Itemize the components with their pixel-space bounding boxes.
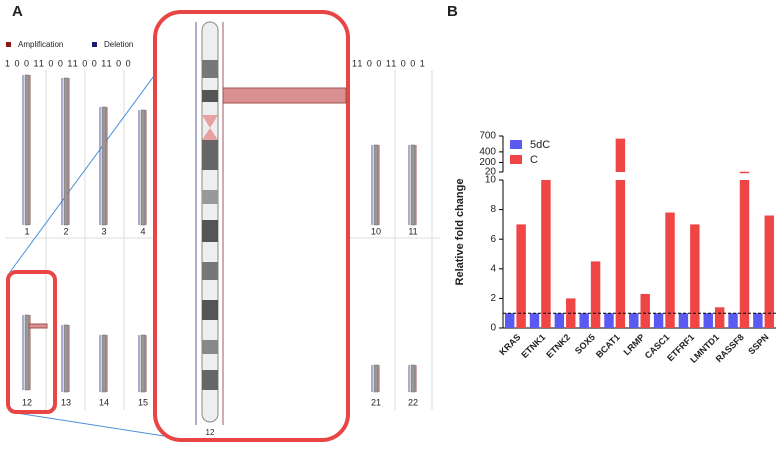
chromosome-label: 13 [61, 397, 71, 407]
bar-upper [739, 171, 750, 174]
bar [554, 313, 565, 328]
y-tick-label: 2 [490, 293, 496, 304]
chromosome [410, 144, 416, 226]
y-tick-label: 8 [490, 204, 496, 215]
bar-upper [615, 138, 626, 172]
chromosome [63, 77, 69, 226]
bar [529, 313, 540, 328]
chromosome-label: 14 [99, 397, 109, 407]
chromosome-label: 3 [101, 226, 106, 236]
legend-swatch [510, 155, 522, 164]
chromosome-label: 12 [22, 397, 32, 407]
chromosome-label: 10 [371, 226, 381, 236]
chromosome [373, 364, 379, 393]
chromosome [373, 144, 379, 226]
legend-swatch [92, 42, 97, 47]
bar [640, 293, 650, 328]
legend-label: C [530, 154, 538, 166]
bar [678, 313, 689, 328]
y-tick-label: 700 [479, 131, 496, 142]
chromosome [140, 109, 146, 226]
bar [714, 307, 725, 328]
bar [541, 180, 551, 328]
y-tick-label: 4 [490, 263, 496, 274]
y-axis-title: Relative fold change [454, 179, 466, 286]
bar [728, 313, 738, 328]
chromosome-label: 21 [371, 397, 381, 407]
chromosome [24, 74, 30, 226]
bar [739, 180, 750, 328]
chromosome-label: 11 [408, 226, 417, 236]
chromosome-label: 1 [24, 226, 29, 236]
y-tick-label: 0 [490, 323, 496, 334]
bar [753, 313, 763, 328]
grid-frame [5, 70, 440, 410]
legend-swatch [6, 42, 11, 47]
bar [615, 180, 626, 328]
chromosome [140, 334, 146, 393]
panel-label: B [447, 3, 458, 20]
chromosome [410, 364, 416, 393]
zoom-line [9, 411, 191, 441]
chromosome-label: 12 [206, 428, 215, 437]
bar [590, 261, 601, 328]
bar [579, 313, 589, 328]
scale-labels: 11 0 0 11 0 0 1 [352, 58, 426, 68]
panel-label: A [12, 3, 23, 20]
bar [504, 313, 515, 328]
y-tick-label: 200 [479, 157, 496, 168]
chromosome-label: 22 [408, 397, 418, 407]
zoom-chromosome [195, 21, 347, 425]
amplification [28, 323, 48, 329]
legend-label: Amplification [18, 40, 63, 49]
x-tick-label: BCAT1 [594, 332, 622, 360]
chromosome-label: 4 [140, 226, 145, 236]
zoom-box [153, 10, 350, 442]
chromosome [24, 314, 30, 391]
chromosome-label: 2 [63, 226, 68, 236]
chromosome [63, 324, 69, 393]
highlight-box [6, 270, 57, 414]
x-tick-label: ETNK1 [519, 332, 547, 360]
legend-swatch [510, 140, 522, 149]
chromosome-label: 15 [138, 397, 148, 407]
chromosome [101, 334, 107, 393]
y-tick-label: 400 [479, 147, 496, 158]
bar [604, 313, 614, 328]
bar [764, 215, 775, 328]
legend-label: 5dC [530, 139, 550, 151]
bar [629, 313, 639, 328]
bar [690, 224, 700, 328]
chromosome [101, 106, 107, 226]
y-tick-label: 10 [485, 175, 497, 186]
bar [653, 313, 664, 328]
bar [516, 224, 526, 328]
bar [703, 313, 713, 328]
scale-labels: 1 0 0 11 0 0 11 0 0 11 0 0 [5, 58, 132, 68]
legend-label: Deletion [104, 40, 133, 49]
x-tick-label: SSPN [746, 332, 770, 356]
y-tick-label: 6 [490, 234, 496, 245]
y-tick-label: 20 [485, 167, 497, 178]
x-tick-label: ETNK2 [544, 332, 572, 360]
bar [665, 212, 675, 328]
